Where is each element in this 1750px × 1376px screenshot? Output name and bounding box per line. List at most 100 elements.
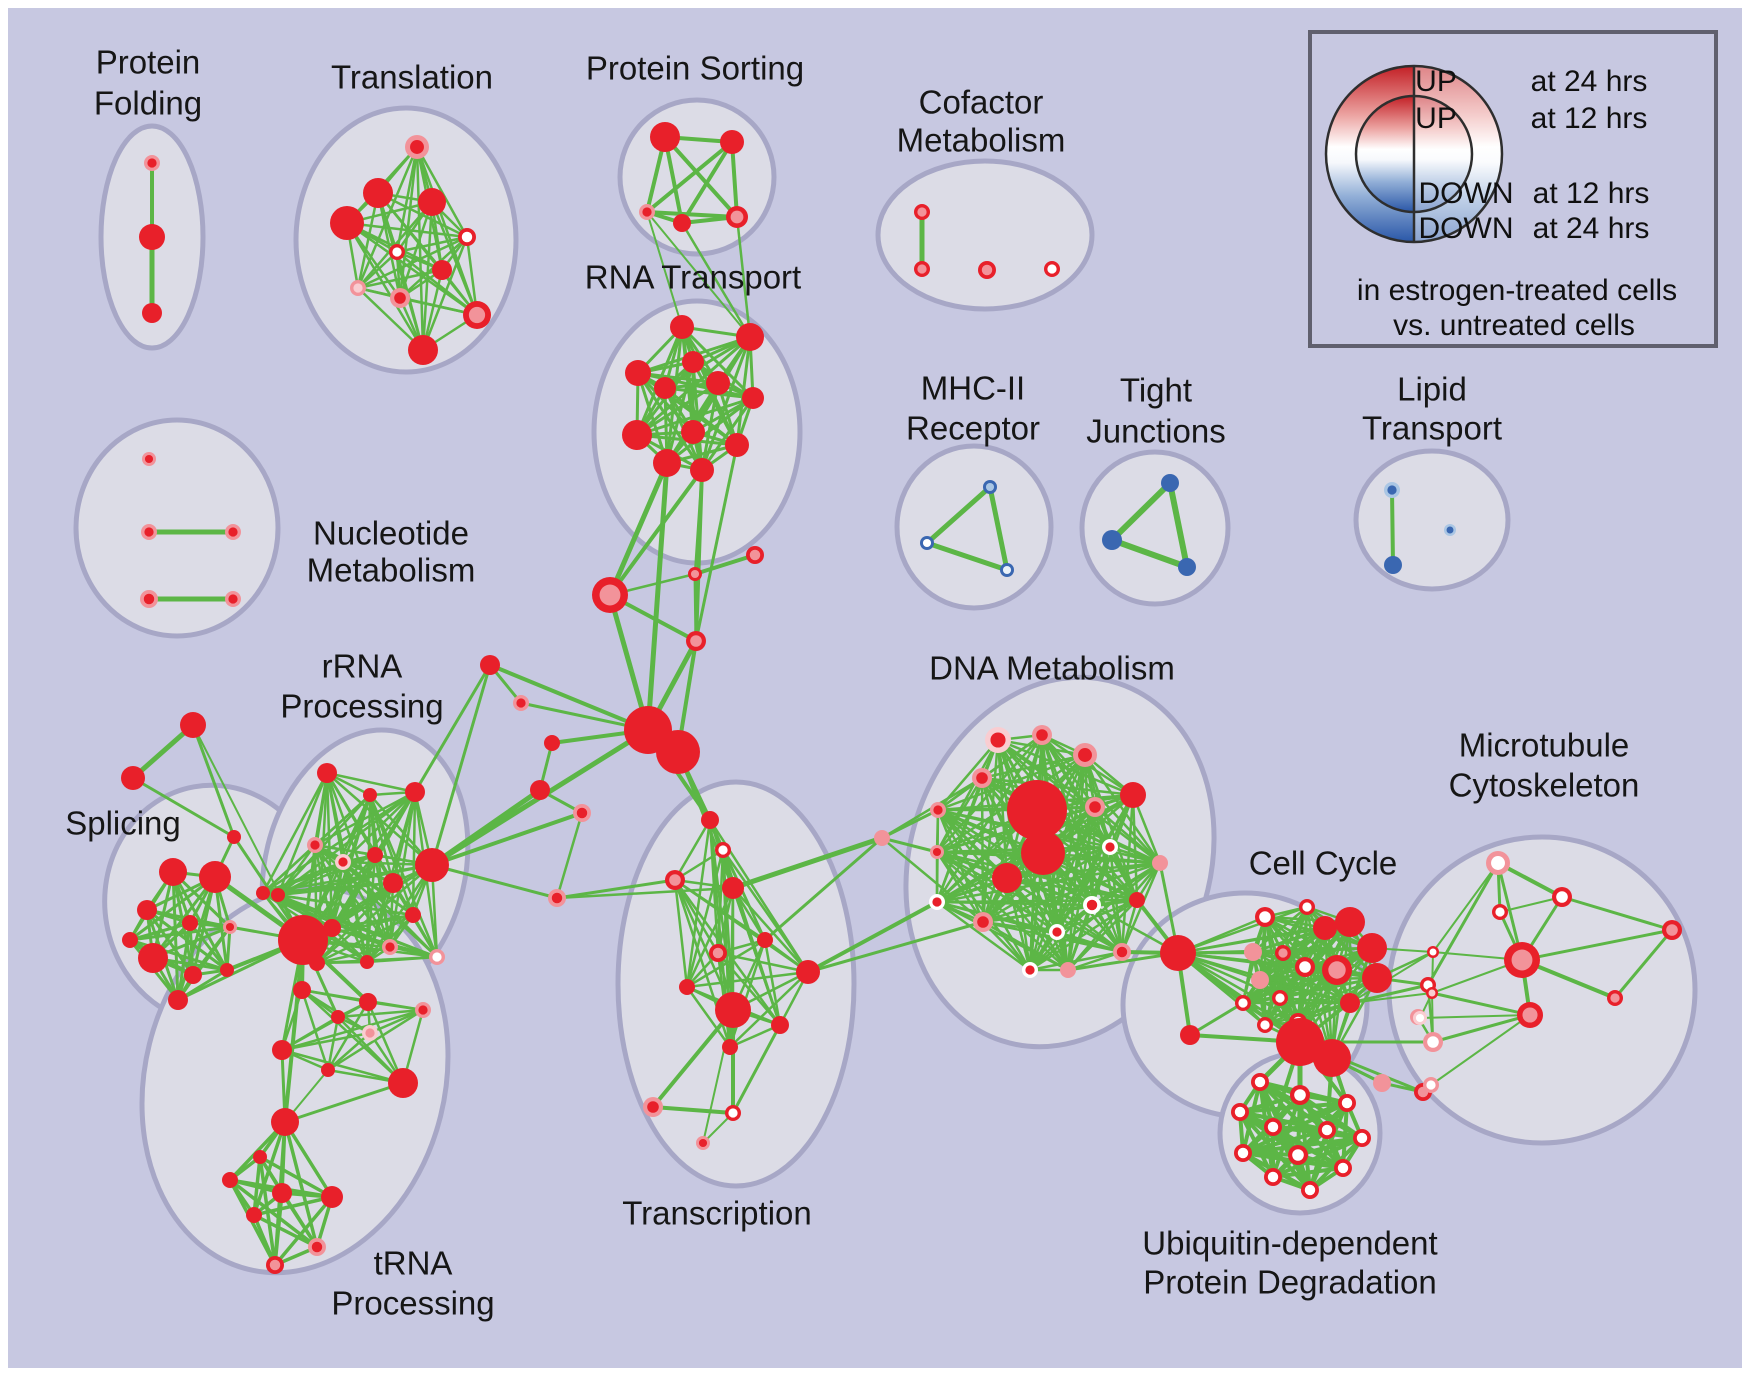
network-edge: [273, 1195, 334, 1267]
network-edge: [395, 250, 479, 317]
network-node-sp1: [159, 858, 187, 886]
network-node-tr3: [418, 188, 446, 216]
network-node-sp10: [122, 932, 138, 948]
network-edge: [276, 771, 329, 897]
network-node-tn4: [331, 1010, 345, 1024]
network-edge: [663, 386, 755, 400]
network-node-ch6: [656, 730, 700, 774]
network-node-core-mt9: [1415, 1013, 1425, 1023]
network-edge: [1560, 895, 1674, 932]
network-node-rt4: [682, 351, 704, 373]
network-node-core-ch3: [749, 549, 761, 561]
network-edge: [728, 938, 767, 1049]
network-edge: [680, 325, 755, 400]
cluster-ellipse-protein-sorting: [617, 97, 777, 257]
network-node-sp9: [168, 990, 188, 1010]
cluster-label: Lipid: [1397, 371, 1467, 408]
network-node-core-ub12: [1304, 1184, 1316, 1196]
network-node-ps2: [720, 130, 744, 154]
network-node-core-cc12: [1275, 993, 1285, 1003]
network-edge: [1028, 898, 1139, 972]
network-edge: [1188, 1001, 1245, 1037]
cluster-label: Protein Sorting: [586, 50, 804, 87]
network-node-rr12: [360, 955, 374, 969]
cluster-label: Transcription: [622, 1195, 812, 1232]
network-edge: [128, 875, 217, 942]
network-node-core-cc8: [1299, 961, 1311, 973]
network-node-core-tn13: [311, 1241, 323, 1253]
network-node-core-ub9: [1356, 1132, 1368, 1144]
network-node-tx11: [722, 1039, 738, 1055]
network-node-core-dn14: [932, 847, 942, 857]
network-edge: [345, 221, 479, 317]
network-edge: [258, 1155, 334, 1199]
network-edge: [421, 235, 469, 352]
network-edge: [261, 863, 434, 895]
network-node-pf3: [142, 303, 162, 323]
network-edge: [665, 396, 755, 465]
cluster-label: Processing: [280, 688, 443, 725]
network-edge: [646, 211, 751, 338]
network-edge: [608, 468, 704, 597]
network-node-core-dn2: [990, 732, 1006, 748]
network-edge: [1263, 951, 1285, 1027]
cluster-ellipse-nucleotide-metabolism: [73, 417, 281, 639]
network-edge: [924, 540, 1010, 573]
cluster-label: Receptor: [906, 410, 1040, 447]
network-node-rt1: [670, 315, 694, 339]
network-node-dn8: [1007, 780, 1067, 840]
cluster-label: Cytoskeleton: [1449, 767, 1640, 804]
network-edge: [1419, 1014, 1531, 1019]
network-edge: [415, 145, 425, 352]
network-node-core-rr4: [310, 840, 320, 850]
network-edge: [721, 848, 767, 942]
network-edge: [356, 235, 469, 290]
network-node-core-tx3: [669, 874, 681, 886]
network-edge: [981, 920, 1070, 972]
network-edge: [935, 850, 1032, 972]
network-edge: [1349, 992, 1433, 1004]
network-node-core-mh1: [985, 482, 995, 492]
network-edge: [700, 396, 755, 472]
network-node-tn15: [222, 1172, 238, 1188]
network-edge: [261, 771, 329, 895]
network-edge: [806, 920, 985, 974]
network-node-core-nm2: [144, 527, 154, 537]
network-edge: [685, 818, 712, 989]
network-edge: [1055, 753, 1087, 934]
network-node-ps1: [650, 122, 680, 152]
network-node-core-cc1: [1259, 911, 1271, 923]
network-node-core-tx6: [712, 947, 724, 959]
network-node-core-dn10: [1105, 842, 1115, 852]
network-edge: [700, 335, 752, 472]
network-node-sp4: [182, 915, 198, 931]
network-edge: [693, 553, 757, 576]
network-edge: [1109, 480, 1173, 543]
network-edge: [356, 145, 419, 290]
network-edge: [735, 215, 752, 339]
network-edge: [368, 793, 395, 885]
network-edge: [356, 250, 399, 290]
network-edge: [1271, 1136, 1364, 1179]
network-edge: [336, 1015, 405, 1085]
network-edge: [555, 811, 584, 900]
network-edge: [685, 970, 810, 989]
network-node-rt9: [681, 420, 705, 444]
network-edge: [645, 140, 734, 214]
network-edge: [673, 878, 782, 1027]
network-node-core-ub7: [1237, 1147, 1249, 1159]
network-node-core-rr14: [432, 952, 442, 962]
network-edge: [430, 811, 584, 867]
cluster-label: Transport: [1362, 410, 1502, 447]
network-node-pf2: [139, 224, 165, 250]
network-node-core-nm3: [228, 527, 238, 537]
legend-note-line-2: vs. untreated cells: [1393, 309, 1635, 342]
cluster-label: Ubiquitin-dependent: [1142, 1225, 1437, 1262]
network-edge: [325, 771, 417, 794]
network-node-core-rr5: [338, 857, 348, 867]
network-edge: [1430, 1014, 1531, 1086]
network-node-cc3: [1313, 916, 1337, 940]
network-edge: [368, 1008, 425, 1035]
network-node-rt2: [736, 323, 764, 351]
